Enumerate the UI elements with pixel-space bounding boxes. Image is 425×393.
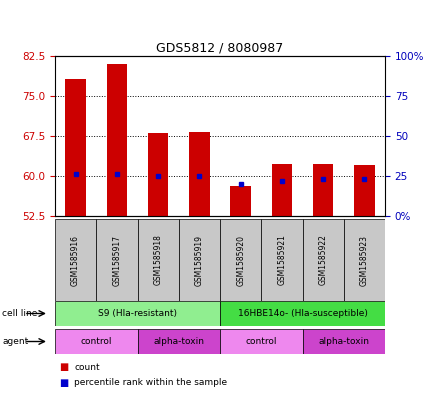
Text: control: control <box>246 337 277 346</box>
Text: S9 (Hla-resistant): S9 (Hla-resistant) <box>98 309 177 318</box>
Text: GSM1585917: GSM1585917 <box>112 235 122 285</box>
Bar <box>55 301 220 326</box>
Text: GSM1585923: GSM1585923 <box>360 235 369 285</box>
Bar <box>107 64 127 216</box>
Bar <box>230 186 251 216</box>
Text: GSM1585918: GSM1585918 <box>153 235 163 285</box>
Bar <box>55 329 138 354</box>
Bar <box>179 219 220 301</box>
Text: GSM1585922: GSM1585922 <box>319 235 328 285</box>
Bar <box>354 165 375 216</box>
Text: GSM1585921: GSM1585921 <box>278 235 286 285</box>
Text: GSM1585916: GSM1585916 <box>71 235 80 285</box>
Title: GDS5812 / 8080987: GDS5812 / 8080987 <box>156 42 283 55</box>
Bar <box>138 219 179 301</box>
Bar <box>55 219 96 301</box>
Bar <box>220 219 261 301</box>
Bar <box>303 329 385 354</box>
Text: cell line: cell line <box>2 309 37 318</box>
Bar <box>189 132 210 216</box>
Text: control: control <box>80 337 112 346</box>
Bar <box>138 329 220 354</box>
Text: ■: ■ <box>59 378 68 388</box>
Text: agent: agent <box>2 337 28 346</box>
Text: alpha-toxin: alpha-toxin <box>153 337 204 346</box>
Bar <box>65 79 86 216</box>
Text: 16HBE14o- (Hla-susceptible): 16HBE14o- (Hla-susceptible) <box>238 309 368 318</box>
Bar <box>344 219 385 301</box>
Bar <box>220 301 385 326</box>
Bar <box>96 219 138 301</box>
Bar <box>303 219 344 301</box>
Bar <box>313 164 334 216</box>
Text: GSM1585920: GSM1585920 <box>236 235 245 285</box>
Bar <box>261 219 303 301</box>
Text: alpha-toxin: alpha-toxin <box>318 337 369 346</box>
Bar <box>272 164 292 216</box>
Bar <box>220 329 303 354</box>
Text: percentile rank within the sample: percentile rank within the sample <box>74 378 227 387</box>
Text: count: count <box>74 363 100 371</box>
Text: GSM1585919: GSM1585919 <box>195 235 204 285</box>
Text: ■: ■ <box>59 362 68 372</box>
Bar <box>148 133 168 216</box>
